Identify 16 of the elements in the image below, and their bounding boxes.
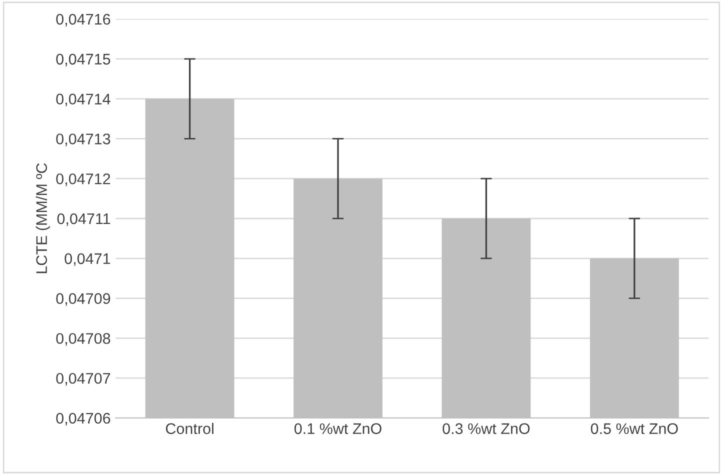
y-tick-label: 0,04709	[56, 293, 110, 306]
x-tick-label: 0.5 %wt ZnO	[590, 423, 678, 434]
x-tick-label: Control	[166, 422, 214, 434]
y-tick-label: 0,04711	[57, 213, 110, 226]
x-tick-label: 0.3 %wt ZnO	[442, 423, 530, 434]
y-axis-title: LCTE (MM/M ºC	[36, 163, 50, 274]
y-tick-label: 0,04706	[56, 412, 110, 426]
y-tick-label: 0,04708	[56, 333, 110, 346]
y-tick-label: 0,04712	[56, 173, 110, 186]
y-tick-label: 0,04714	[56, 94, 110, 106]
y-tick-label: 0,04707	[56, 372, 110, 386]
y-tick-label: 0,04713	[56, 134, 110, 146]
y-tick-label: 0,04715	[56, 54, 110, 66]
y-tick-label: 0,04716	[56, 14, 110, 26]
y-tick-label: 0,0471	[64, 253, 110, 266]
x-tick-label: 0.1 %wt ZnO	[294, 423, 382, 434]
